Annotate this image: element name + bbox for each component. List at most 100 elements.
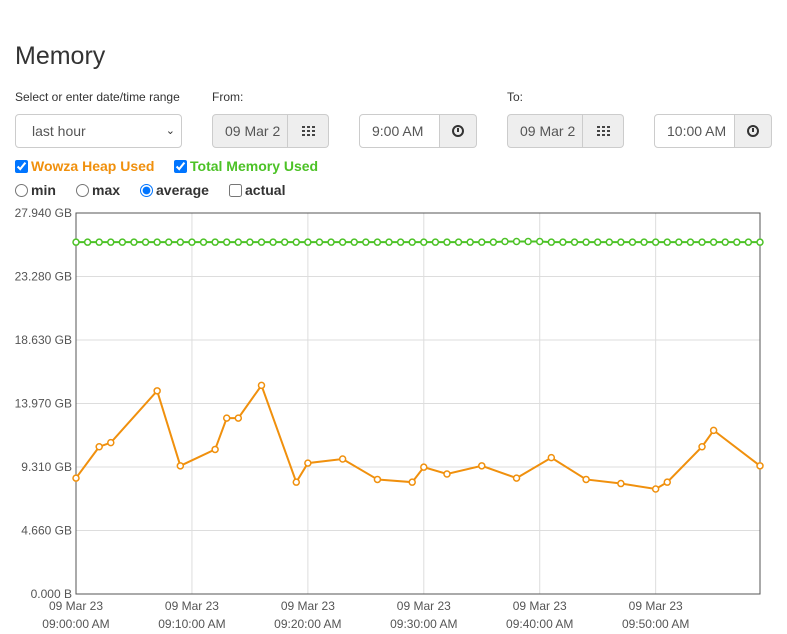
series-point-0 [709, 426, 718, 435]
chevron-down-icon: ⌄ [165, 125, 175, 137]
series-point-1 [605, 238, 614, 246]
series-point-0 [95, 442, 103, 451]
to-time-input[interactable]: 10:00 AM [654, 114, 735, 148]
series-point-1 [721, 238, 729, 246]
series-point-1 [304, 238, 312, 246]
series-point-1 [431, 238, 440, 246]
series-point-0 [651, 485, 660, 493]
radio-max-label: max [92, 182, 121, 198]
series-point-0 [512, 474, 521, 482]
series-point-1 [107, 238, 115, 246]
series-point-0 [420, 463, 428, 471]
wowza-heap-checkbox[interactable] [15, 159, 28, 173]
series-point-1 [617, 238, 625, 246]
series-point-1 [350, 238, 358, 246]
series-point-0 [617, 479, 625, 488]
series-point-0 [72, 474, 80, 482]
series-point-0 [234, 414, 243, 422]
series-point-1 [454, 238, 463, 246]
series-point-1 [315, 238, 324, 246]
actual-toggle[interactable]: actual [229, 182, 285, 198]
clock-icon [452, 125, 464, 137]
series-point-1 [234, 238, 243, 246]
radio-average-input[interactable] [140, 183, 153, 197]
series-point-1 [709, 238, 718, 246]
from-time-input[interactable]: 9:00 AM [359, 114, 440, 148]
series-point-0 [292, 478, 301, 486]
series-point-1 [327, 238, 335, 246]
plot-frame [75, 212, 761, 595]
series-point-1 [153, 238, 161, 246]
series-point-1 [651, 238, 660, 246]
series-point-0 [338, 455, 347, 463]
series-point-1 [733, 238, 741, 246]
from-date-input[interactable]: 09 Mar 2 [212, 114, 288, 148]
y-tick-label: 18.630 GB [15, 333, 72, 347]
to-label: To: [507, 90, 524, 104]
series-line-0 [75, 383, 761, 491]
series-point-1 [141, 238, 150, 246]
series-point-1 [686, 238, 695, 246]
actual-checkbox[interactable] [229, 183, 242, 197]
series-point-0 [663, 478, 672, 486]
radio-max-input[interactable] [76, 183, 89, 197]
series-point-1 [211, 238, 219, 246]
series-point-1 [756, 238, 764, 246]
series-point-1 [95, 238, 103, 246]
y-tick-label: 13.970 GB [15, 397, 72, 411]
radio-min-label: min [31, 182, 56, 198]
x-tick-date: 09 Mar 23 [629, 599, 683, 613]
series-point-1 [582, 238, 590, 246]
x-tick-time: 09:20:00 AM [274, 617, 341, 631]
series-point-1 [593, 238, 602, 246]
y-tick-label: 27.940 GB [15, 206, 72, 220]
radio-average[interactable]: average [140, 182, 209, 198]
series-point-1 [280, 238, 289, 246]
x-tick-date: 09 Mar 23 [397, 599, 451, 613]
from-label: From: [212, 90, 244, 104]
series-point-0 [176, 462, 185, 470]
series-point-1 [443, 238, 451, 246]
series-point-1 [257, 238, 266, 246]
series-point-1 [524, 237, 532, 246]
series-point-1 [640, 238, 648, 246]
series-point-1 [385, 238, 393, 246]
series-point-0 [582, 475, 590, 484]
radio-min-input[interactable] [15, 183, 28, 197]
series-point-0 [107, 438, 115, 447]
y-tick-label: 0.000 B [31, 587, 72, 601]
series-point-1 [675, 238, 683, 246]
to-date-picker-button[interactable] [583, 114, 624, 148]
series-point-1 [246, 238, 254, 246]
y-tick-label: 9.310 GB [21, 460, 72, 474]
x-tick-time: 09:00:00 AM [42, 617, 109, 631]
series-point-0 [257, 381, 266, 390]
series-point-0 [756, 462, 764, 470]
x-tick-date: 09 Mar 23 [281, 599, 335, 613]
series-point-1 [512, 237, 521, 246]
total-memory-toggle[interactable]: Total Memory Used [174, 158, 318, 174]
x-tick-time: 09:30:00 AM [390, 617, 457, 631]
range-select-value: last hour [32, 123, 86, 139]
radio-min[interactable]: min [15, 182, 56, 198]
y-tick-label: 4.660 GB [21, 524, 72, 538]
series-point-0 [153, 387, 161, 395]
x-tick-time: 09:10:00 AM [158, 617, 225, 631]
to-time-picker-button[interactable] [735, 114, 772, 148]
x-tick-time: 09:50:00 AM [622, 617, 689, 631]
series-point-1 [698, 238, 706, 246]
total-memory-checkbox[interactable] [174, 159, 187, 173]
calendar-grid-icon [596, 126, 610, 136]
wowza-heap-toggle[interactable]: Wowza Heap Used [15, 158, 154, 174]
from-date-picker-button[interactable] [288, 114, 329, 148]
radio-max[interactable]: max [76, 182, 120, 198]
series-point-1 [547, 238, 556, 246]
series-point-1 [199, 238, 208, 246]
to-date-input[interactable]: 09 Mar 2 [507, 114, 583, 148]
series-point-1 [373, 238, 382, 246]
series-point-0 [408, 478, 416, 486]
from-time-picker-button[interactable] [440, 114, 477, 148]
range-select[interactable]: last hour ⌄ [15, 114, 182, 148]
actual-label: actual [245, 182, 286, 198]
calendar-grid-icon [301, 126, 315, 136]
